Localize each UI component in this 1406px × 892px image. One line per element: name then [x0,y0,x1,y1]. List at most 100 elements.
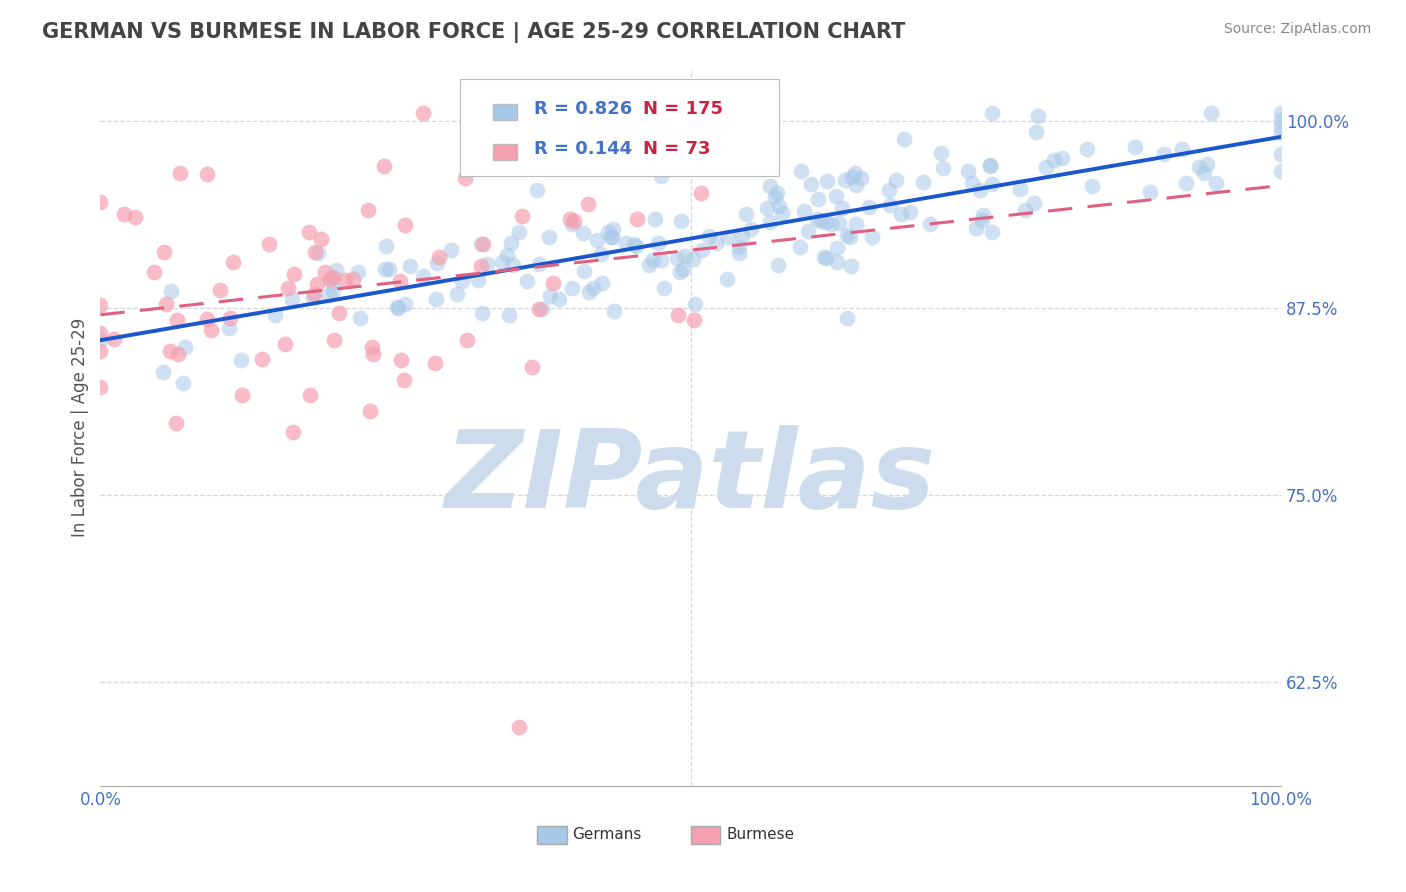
Text: Source: ZipAtlas.com: Source: ZipAtlas.com [1223,22,1371,37]
Point [825,255,848,269]
Point [1270,106,1292,120]
Point [323,334,346,348]
Point [399,259,422,273]
Point [650,252,672,267]
Point [956,164,979,178]
Point [427,251,450,265]
Point [499,236,522,251]
Point [837,228,859,243]
Point [426,256,449,270]
Point [578,285,600,300]
Point [765,186,787,200]
Point [374,262,396,277]
Point [165,416,187,430]
Point [898,204,921,219]
Point [666,308,689,322]
Point [385,301,408,315]
Y-axis label: In Labor Force | Age 25-29: In Labor Force | Age 25-29 [72,318,89,537]
Text: ZIPatlas: ZIPatlas [446,425,936,531]
Point [307,277,329,291]
Point [264,309,287,323]
Point [979,158,1001,172]
Point [159,344,181,359]
Bar [690,826,720,844]
Point [302,290,325,304]
Point [728,240,751,254]
Point [167,347,190,361]
Point [828,215,851,229]
Point [89,344,111,359]
Point [304,245,326,260]
Point [218,310,240,325]
Point [1171,142,1194,156]
Point [328,306,350,320]
Point [456,333,478,347]
Point [218,321,240,335]
Point [585,233,607,247]
Text: GERMAN VS BURMESE IN LABOR FORCE | AGE 25-29 CORRELATION CHART: GERMAN VS BURMESE IN LABOR FORCE | AGE 2… [42,22,905,44]
Point [195,312,218,326]
Point [827,241,849,255]
Point [281,292,304,306]
Point [890,207,912,221]
Point [598,225,620,239]
Point [728,245,751,260]
Point [229,352,252,367]
Point [277,281,299,295]
Point [960,176,983,190]
Text: R = 0.144: R = 0.144 [534,140,631,158]
Point [273,336,295,351]
Point [825,189,848,203]
Bar [537,826,567,844]
Point [257,237,280,252]
Point [929,146,952,161]
Point [389,353,412,368]
Point [623,237,645,252]
Point [508,720,530,734]
Point [526,183,548,197]
Point [879,198,901,212]
Point [169,166,191,180]
Point [806,211,828,226]
Point [911,175,934,189]
Point [508,225,530,239]
Point [763,189,786,203]
Point [562,213,585,227]
Point [475,257,498,271]
Point [839,259,862,273]
Point [89,298,111,312]
Point [1270,120,1292,134]
Point [574,156,596,170]
Point [576,197,599,211]
Point [1025,125,1047,139]
Point [250,352,273,367]
Point [1026,109,1049,123]
Point [704,235,727,250]
Point [537,229,560,244]
Point [174,340,197,354]
Point [602,222,624,236]
Point [541,276,564,290]
Point [858,201,880,215]
Point [981,225,1004,239]
Point [981,177,1004,191]
Point [835,311,858,326]
Point [768,259,790,273]
Point [510,209,533,223]
Point [423,356,446,370]
Point [810,214,832,228]
Point [527,257,550,271]
Point [669,265,692,279]
Point [572,264,595,278]
Point [740,222,762,236]
Point [979,159,1001,173]
Point [89,333,111,347]
Point [375,239,398,253]
Point [451,273,474,287]
Point [672,262,695,277]
Point [758,215,780,229]
Point [1270,146,1292,161]
Point [669,214,692,228]
Point [357,203,380,218]
Point [322,270,344,285]
